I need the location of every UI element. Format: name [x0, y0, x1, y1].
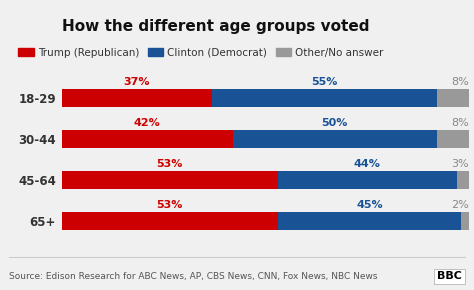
Bar	[437, 89, 469, 108]
Bar	[278, 171, 457, 189]
Bar	[62, 212, 278, 230]
Text: 50%: 50%	[321, 118, 348, 128]
Bar	[62, 130, 233, 148]
Bar	[233, 130, 437, 148]
Text: 8%: 8%	[452, 118, 469, 128]
Text: 8%: 8%	[452, 77, 469, 87]
Text: 45%: 45%	[356, 200, 383, 210]
Bar	[437, 130, 469, 148]
Text: BBC: BBC	[438, 271, 462, 281]
Text: 2%: 2%	[452, 200, 469, 210]
Bar	[212, 89, 437, 108]
Text: 53%: 53%	[156, 200, 183, 210]
Text: 37%: 37%	[124, 77, 150, 87]
Text: Source: Edison Research for ABC News, AP, CBS News, CNN, Fox News, NBC News: Source: Edison Research for ABC News, AP…	[9, 272, 378, 281]
Bar	[62, 89, 212, 108]
Text: 42%: 42%	[134, 118, 161, 128]
Bar	[457, 171, 469, 189]
Text: 3%: 3%	[452, 159, 469, 169]
Text: 44%: 44%	[354, 159, 381, 169]
Text: 55%: 55%	[311, 77, 338, 87]
Legend: Trump (Republican), Clinton (Democrat), Other/No answer: Trump (Republican), Clinton (Democrat), …	[14, 44, 388, 62]
Bar	[461, 212, 469, 230]
Text: How the different age groups voted: How the different age groups voted	[62, 19, 369, 34]
Bar	[278, 212, 461, 230]
Bar	[62, 171, 278, 189]
Text: 53%: 53%	[156, 159, 183, 169]
